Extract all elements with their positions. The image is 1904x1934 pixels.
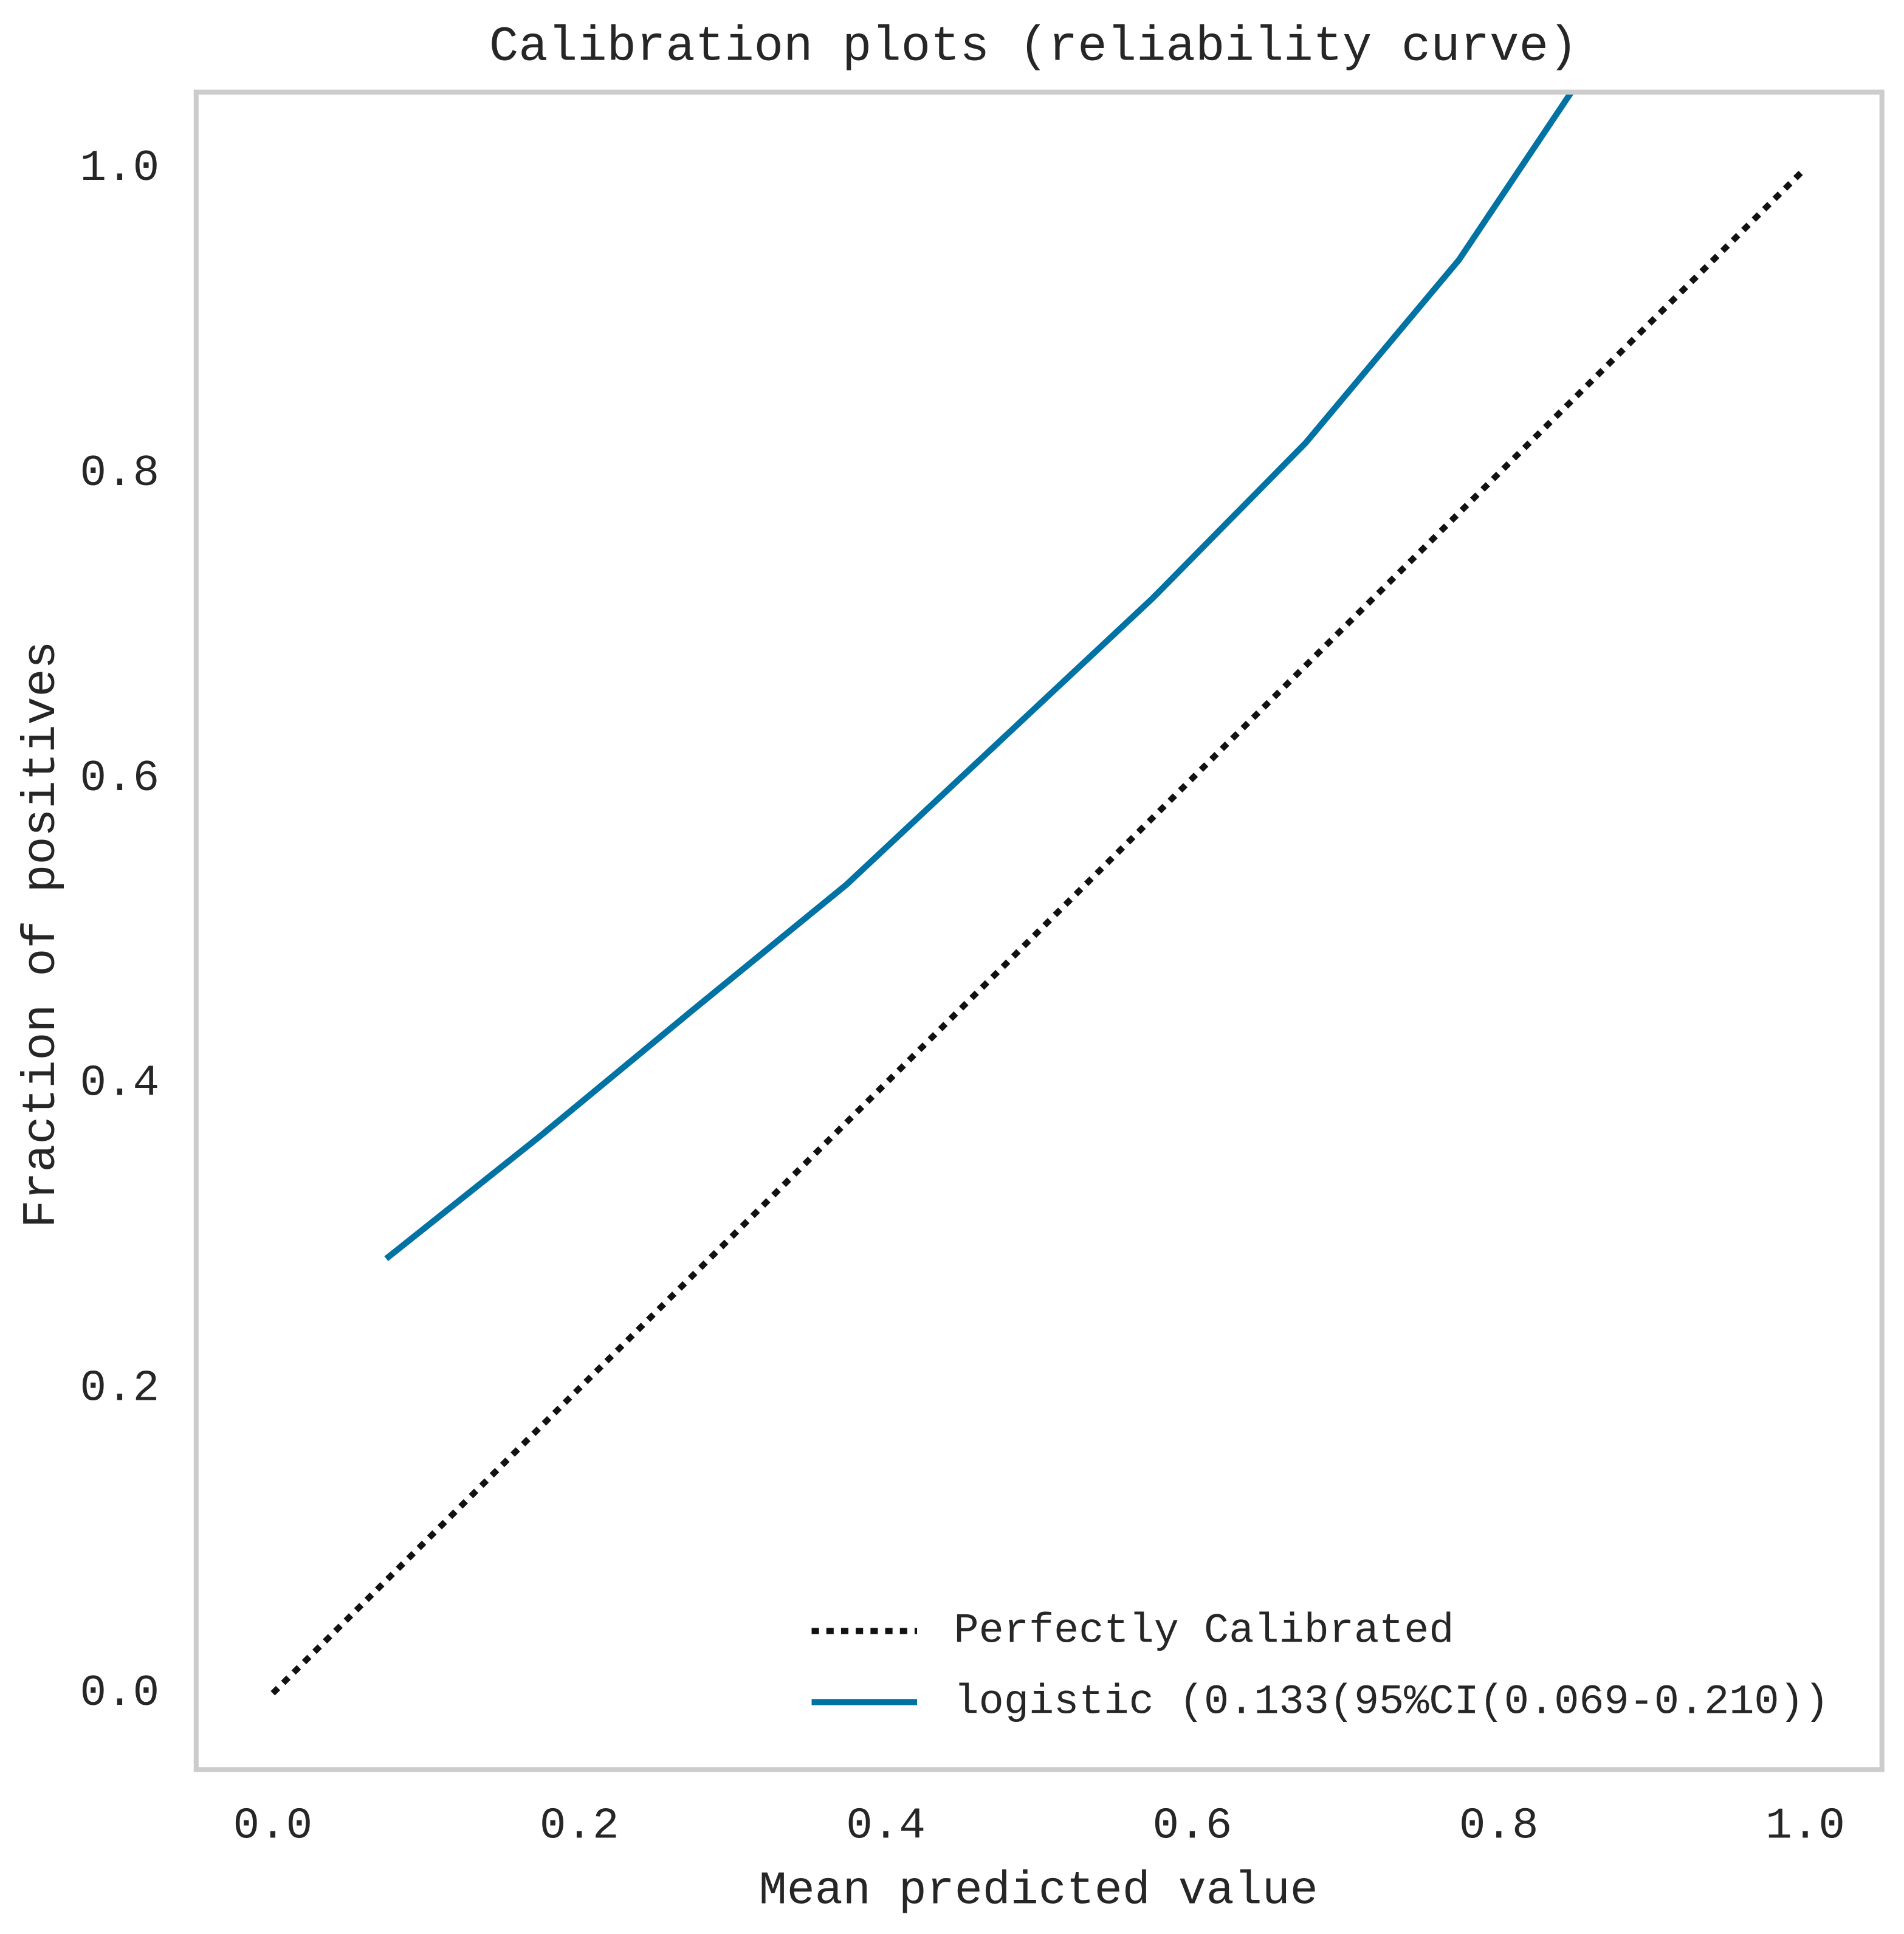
plot-frame xyxy=(193,89,1885,1772)
x-tick-label: 0.8 xyxy=(1459,1801,1539,1851)
x-tick-label: 0.6 xyxy=(1153,1801,1232,1851)
x-axis-label: Mean predicted value xyxy=(759,1865,1318,1918)
series-line xyxy=(270,166,1808,1696)
x-tick-label: 0.2 xyxy=(540,1801,619,1851)
x-tick-label: 0.0 xyxy=(233,1801,313,1851)
legend-label: Perfectly Calibrated xyxy=(954,1608,1454,1655)
series-line xyxy=(384,92,1575,1261)
plot-area xyxy=(270,92,1808,1696)
y-axis-label: Fraction of positives xyxy=(16,641,69,1228)
y-tick-label: 1.0 xyxy=(80,143,160,193)
x-tick-label: 1.0 xyxy=(1765,1801,1845,1851)
legend-label: logistic (0.133(95%CI(0.069-0.210)) xyxy=(954,1679,1829,1726)
legend: Perfectly Calibrated logistic (0.133(95%C… xyxy=(811,1608,1829,1726)
y-tick-label: 0.0 xyxy=(80,1668,160,1718)
ticks: 0.0 0.2 0.4 0.6 0.8 1.0 0.0 0.2 0.4 0.6 0.8 1.0 xyxy=(80,143,1845,1851)
chart-title: Calibration plots (reliability curve) xyxy=(489,19,1578,75)
y-tick-label: 0.2 xyxy=(80,1363,160,1413)
y-tick-label: 0.4 xyxy=(80,1059,160,1109)
x-tick-label: 0.4 xyxy=(846,1801,926,1851)
y-tick-label: 0.6 xyxy=(80,754,160,804)
y-tick-label: 0.8 xyxy=(80,449,160,498)
